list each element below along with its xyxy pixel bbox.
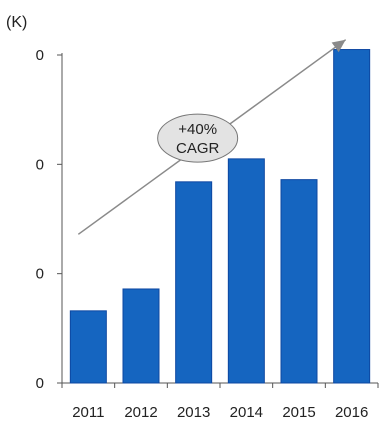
cagr-callout: +40% CAGR	[157, 113, 239, 163]
y-tick-label: 0	[36, 375, 44, 392]
x-tick-label: 2013	[177, 404, 210, 421]
x-tick-label: 2012	[124, 404, 157, 421]
bar-2016	[333, 49, 371, 384]
cagr-callout-bubble	[157, 113, 239, 163]
x-tick-label: 2015	[282, 404, 315, 421]
trend-arrow-head	[331, 39, 346, 53]
x-tick-label: 2011	[72, 404, 104, 421]
y-tick-label: 0	[36, 266, 44, 283]
y-tick-label: 0	[36, 156, 44, 173]
axes	[61, 53, 379, 388]
bar-2014	[227, 158, 265, 384]
x-axis-labels: 2011 2012 2013 2014 2015 2016	[72, 404, 368, 421]
bar-2012	[122, 288, 160, 384]
bar-2015	[280, 179, 318, 384]
x-tick-label: 2014	[230, 404, 263, 421]
cagr-callout-label: CAGR	[176, 140, 220, 157]
y-tick-label: 0	[36, 47, 44, 64]
y-axis-ticks: 0 0 0 0	[36, 47, 62, 392]
bars	[69, 49, 371, 384]
cagr-callout-value: +40%	[178, 121, 217, 138]
bar-2013	[175, 181, 213, 384]
x-tick-label: 2016	[335, 404, 368, 421]
bar-2011	[69, 310, 107, 384]
unit-label: (K)	[6, 14, 27, 31]
